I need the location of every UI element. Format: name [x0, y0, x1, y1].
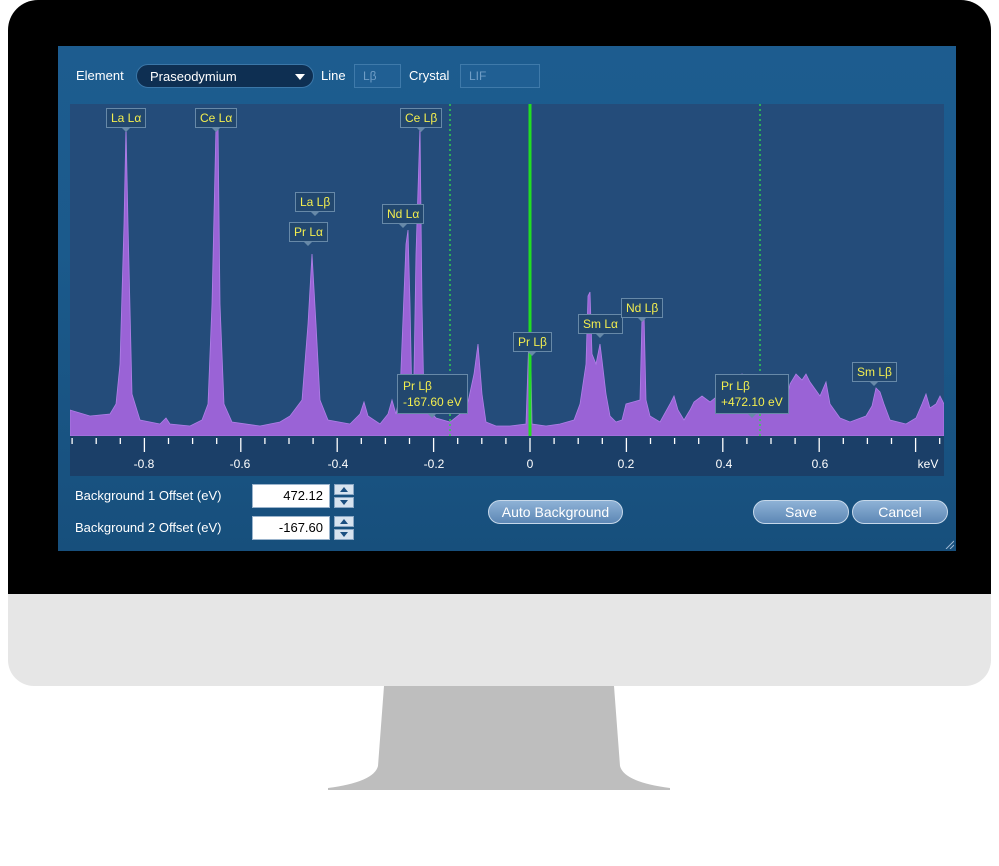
axis-ticks [71, 438, 941, 452]
bg1-marker-offset: +472.10 eV [721, 395, 783, 409]
axis-tick-label: -0.8 [133, 457, 155, 471]
resize-grip-icon[interactable] [944, 539, 954, 549]
monitor: Element Praseodymium Line Lβ Crystal LIF [8, 0, 991, 686]
bg2-spin-down-icon[interactable] [334, 529, 354, 540]
peak-label-nd-la: Nd Lα [382, 204, 425, 228]
cancel-button[interactable]: Cancel [852, 500, 948, 524]
bg2-marker-name: Pr Lβ [403, 379, 432, 393]
line-field: Lβ [354, 64, 401, 88]
peak-label-sm-la: Sm Lα [578, 314, 623, 338]
peak-label-pr-lb: Pr Lβ [513, 332, 552, 356]
auto-background-button[interactable]: Auto Background [488, 500, 623, 524]
element-select-value: Praseodymium [150, 69, 237, 84]
bg2-offset-label: Background 2 Offset (eV) [75, 520, 222, 535]
bg1-offset-spinner[interactable] [334, 484, 354, 508]
line-label: Line [321, 68, 346, 83]
spectrum-plot[interactable]: La Lα Ce Lα Ce Lβ La Lβ Pr Lα Nd Lα Pr L… [70, 104, 944, 476]
axis-tick-label: 0.6 [811, 457, 829, 471]
axis-unit-label: keV [917, 457, 939, 471]
bg2-spin-up-icon[interactable] [334, 516, 354, 527]
monitor-chin [8, 594, 991, 686]
bg2-marker-readout[interactable]: Pr Lβ -167.60 eV [397, 374, 468, 418]
axis-tick-label: 0 [526, 457, 534, 471]
axis-tick-label: 0.4 [715, 457, 733, 471]
peak-label-ce-la: Ce Lα [195, 108, 238, 132]
bg2-offset-input[interactable]: -167.60 [252, 516, 330, 540]
peak-label-pr-la: Pr Lα [289, 222, 328, 246]
crystal-label: Crystal [409, 68, 450, 83]
peak-label-la-lb: La Lβ [295, 192, 336, 216]
bg2-offset-spinner[interactable] [334, 516, 354, 540]
save-button[interactable]: Save [753, 500, 849, 524]
spectrum-curve [70, 123, 944, 437]
peak-label-la-la: La Lα [106, 108, 147, 132]
bg1-offset-input[interactable]: 472.12 [252, 484, 330, 508]
peak-label-sm-lb: Sm Lβ [852, 362, 897, 386]
monitor-stand [328, 686, 670, 790]
bg1-offset-label: Background 1 Offset (eV) [75, 488, 222, 503]
bg1-spin-down-icon[interactable] [334, 497, 354, 508]
axis-tick-label: -0.4 [327, 457, 349, 471]
bg2-marker-offset: -167.60 eV [403, 395, 462, 409]
axis-tick-label: 0.2 [617, 457, 635, 471]
bg1-spin-up-icon[interactable] [334, 484, 354, 495]
bg1-marker-readout[interactable]: Pr Lβ +472.10 eV [715, 374, 789, 418]
crystal-field: LIF [460, 64, 540, 88]
peak-label-ce-lb: Ce Lβ [400, 108, 443, 132]
chevron-down-icon [295, 74, 305, 80]
peak-label-nd-lb: Nd Lβ [621, 298, 664, 322]
peak-editor-window: Element Praseodymium Line Lβ Crystal LIF [58, 46, 956, 551]
axis-band [70, 436, 944, 476]
element-select[interactable]: Praseodymium [136, 64, 314, 88]
axis-tick-label: -0.2 [423, 457, 445, 471]
element-label: Element [76, 68, 124, 83]
bg1-marker-name: Pr Lβ [721, 379, 750, 393]
spectrum-svg [70, 104, 944, 476]
axis-tick-label: -0.6 [229, 457, 251, 471]
